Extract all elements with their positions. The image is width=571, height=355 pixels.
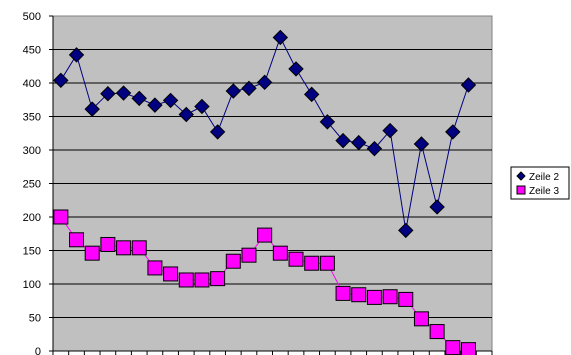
data-point [147, 97, 163, 113]
data-point [445, 124, 461, 140]
y-tick-label: 50 [29, 313, 41, 325]
data-point [178, 106, 194, 123]
data-point [460, 77, 477, 93]
data-point [115, 85, 132, 101]
data-point [147, 260, 163, 276]
data-point [256, 74, 273, 91]
data-point [100, 236, 116, 252]
series-0 [53, 29, 477, 239]
legend: Zeile 2 Zeile 3 [510, 166, 570, 200]
data-point [162, 92, 179, 109]
data-point [413, 136, 430, 152]
data-point [398, 222, 414, 239]
y-tick-label: 0 [35, 346, 41, 355]
data-point [288, 61, 304, 77]
data-point [131, 90, 147, 107]
data-point [178, 272, 194, 288]
data-point [84, 245, 100, 261]
y-tick-label: 150 [23, 246, 41, 258]
legend-label: Zeile 3 [529, 186, 559, 197]
legend-label: Zeile 2 [529, 172, 559, 183]
data-point [241, 247, 257, 263]
data-point [429, 324, 445, 340]
data-point [68, 47, 85, 63]
data-point [225, 253, 241, 269]
y-tick-label: 400 [23, 78, 41, 90]
data-point [335, 132, 351, 149]
series-layer [53, 29, 477, 355]
data-point [53, 209, 69, 225]
data-point [225, 83, 242, 99]
data-point [460, 342, 476, 355]
data-point [351, 134, 367, 151]
data-point [382, 289, 398, 305]
y-tick-label: 250 [23, 179, 41, 191]
data-point [288, 251, 304, 267]
data-point [257, 227, 273, 243]
legend-marker [516, 185, 526, 195]
data-point [366, 140, 383, 157]
data-point [241, 80, 257, 97]
y-tick-label: 450 [23, 45, 41, 57]
data-point [272, 29, 289, 46]
y-tick-label: 350 [23, 112, 41, 124]
y-axis-ticks: 0 50 100 150 200 250 300 350 400 450 500 [23, 11, 54, 355]
data-point [194, 98, 210, 115]
data-point [413, 311, 429, 327]
x-axis-ticks [52, 350, 493, 355]
data-point [366, 289, 382, 305]
series-1 [53, 209, 476, 355]
y-tick-label: 100 [23, 279, 41, 291]
data-point [304, 255, 320, 271]
data-point [210, 271, 226, 287]
data-point [398, 291, 414, 307]
data-point [131, 240, 147, 256]
data-point [303, 86, 320, 103]
data-point [429, 199, 445, 215]
data-point [194, 272, 210, 288]
data-point [319, 255, 335, 271]
data-point [382, 122, 398, 139]
legend-marker [516, 171, 526, 181]
data-point [209, 124, 226, 140]
data-point [272, 245, 288, 261]
data-point [116, 240, 132, 256]
data-point [445, 340, 461, 355]
data-point [69, 232, 85, 248]
data-point [100, 86, 116, 102]
data-point [335, 285, 351, 301]
y-tick-label: 300 [23, 145, 41, 157]
y-tick-label: 500 [23, 11, 41, 23]
data-point [351, 287, 367, 303]
data-point [84, 101, 100, 117]
y-tick-label: 200 [23, 212, 41, 224]
data-point [319, 114, 336, 130]
data-point [53, 72, 69, 89]
data-point [163, 266, 179, 282]
